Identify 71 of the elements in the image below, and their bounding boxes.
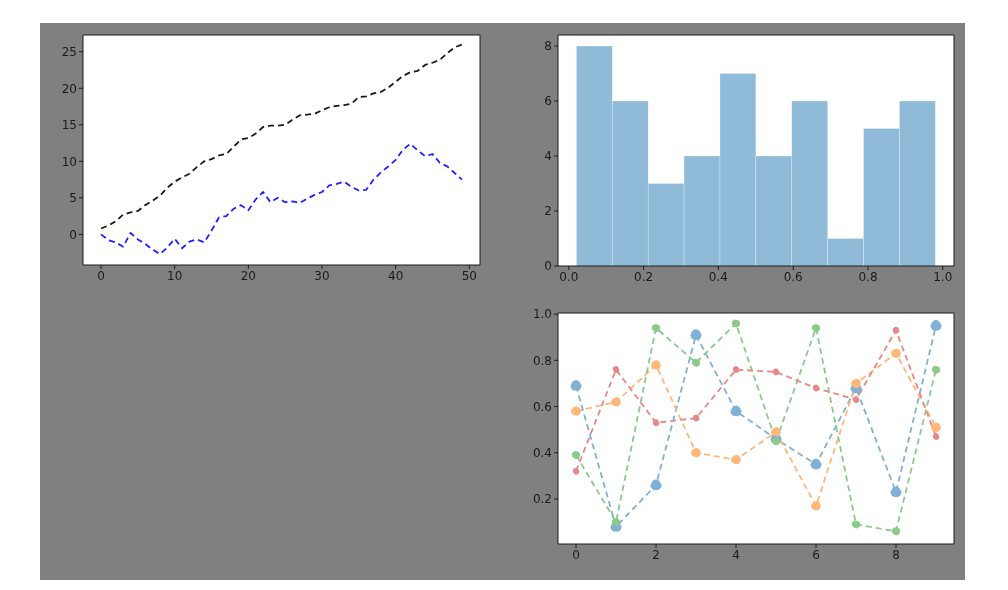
x-tick-label: 10	[166, 268, 183, 283]
y-tick-label: 25	[61, 45, 77, 60]
x-tick-label: 2	[652, 547, 660, 562]
x-tick-label: 4	[732, 547, 740, 562]
x-tick-label: 0.0	[559, 269, 579, 284]
x-tick-label: 50	[461, 268, 477, 283]
y-tick-label: 0.8	[532, 353, 552, 368]
line-series	[99, 142, 463, 255]
x-tick-label: 1.0	[933, 269, 953, 284]
point	[810, 458, 822, 470]
point	[730, 405, 742, 417]
point	[651, 323, 661, 333]
x-tick-label: 0.2	[634, 269, 654, 284]
x-tick-label: 8	[892, 547, 900, 562]
point	[732, 366, 740, 374]
x-tick-label: 0.6	[783, 269, 803, 284]
point	[651, 360, 661, 370]
y-tick-label: 20	[61, 81, 77, 96]
x-tick-label: 30	[314, 268, 330, 283]
y-tick-label: 5	[69, 191, 77, 206]
y-tick-label: 15	[61, 118, 77, 133]
point	[570, 380, 582, 392]
point	[611, 517, 621, 527]
x-tick-label: 40	[387, 268, 403, 283]
point	[811, 323, 821, 333]
point	[771, 427, 781, 437]
point	[892, 326, 900, 334]
x-tick-label: 0	[572, 547, 580, 562]
point	[811, 500, 821, 511]
point	[772, 368, 780, 376]
y-tick-label: 2	[544, 204, 552, 219]
x-tick-label: 6	[812, 547, 820, 562]
x-tick-label: 20	[240, 268, 256, 283]
y-tick-label: 4	[544, 149, 552, 164]
point	[612, 366, 620, 374]
point	[851, 520, 861, 529]
point	[571, 406, 581, 417]
point	[851, 378, 861, 389]
x-tick-label: 0.8	[858, 269, 878, 284]
line-series	[99, 43, 463, 230]
point	[571, 450, 581, 460]
y-tick-label: 10	[61, 154, 77, 169]
point	[932, 433, 940, 441]
point	[731, 454, 741, 465]
point	[771, 437, 781, 446]
point	[891, 348, 901, 359]
point	[691, 358, 701, 367]
point	[812, 384, 820, 392]
point	[650, 479, 662, 491]
point	[691, 447, 701, 458]
y-tick-label: 0	[69, 227, 77, 242]
point	[611, 397, 621, 407]
point	[690, 329, 702, 341]
point	[652, 419, 660, 427]
point	[930, 320, 942, 332]
point	[891, 527, 901, 536]
point	[572, 467, 580, 475]
y-tick-label: 0.2	[532, 492, 552, 507]
y-tick-label: 8	[544, 39, 552, 54]
point	[931, 422, 941, 433]
y-tick-label: 0.6	[532, 399, 552, 414]
y-tick-label: 1.0	[532, 307, 552, 322]
x-tick-label: 0.4	[708, 269, 728, 284]
point	[692, 414, 700, 422]
point	[890, 486, 902, 498]
point	[731, 319, 741, 328]
y-tick-label: 6	[544, 94, 552, 109]
point	[931, 365, 941, 374]
x-tick-label: 0	[96, 268, 105, 283]
y-tick-label: 0.4	[532, 446, 552, 461]
point	[852, 396, 860, 404]
